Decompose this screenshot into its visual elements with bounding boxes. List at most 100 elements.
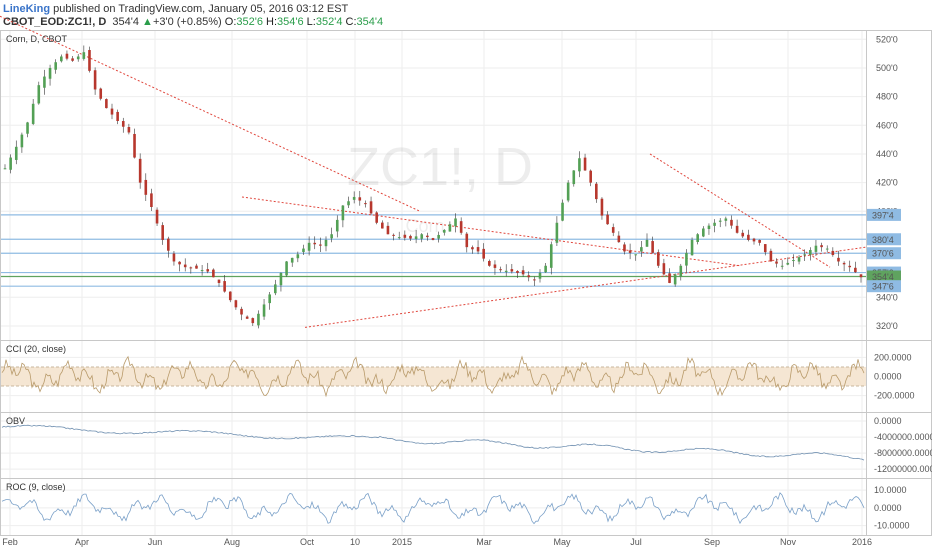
trend-line[interactable] [241, 196, 741, 267]
candle-body [437, 234, 440, 239]
candle-body [257, 313, 260, 326]
candle-body [741, 232, 745, 237]
candle-body [403, 234, 407, 238]
y-tick-label: 440'0 [876, 149, 898, 159]
candle-body [262, 304, 266, 317]
x-tick-label: May [553, 537, 571, 547]
candle-body [544, 265, 547, 273]
candle-body [352, 196, 356, 200]
level-price-label: 354'4 [872, 272, 894, 282]
candle-body [747, 234, 750, 240]
candle-body [307, 242, 311, 251]
candle-body [842, 262, 846, 265]
quote-line: CBOT_EOD:ZC1!, D 354'4 ▲+3'0 (+0.85%) O:… [3, 16, 383, 28]
candle-body [763, 244, 767, 253]
level-price-label: 380'4 [872, 235, 894, 245]
candle-body [499, 269, 502, 271]
candle-body [718, 220, 722, 222]
open-label: O: [224, 16, 237, 28]
publish-line: LineKing published on TradingView.com, J… [3, 3, 348, 15]
candle-body [31, 103, 35, 124]
candle-body [735, 225, 739, 233]
y-tick-label: -200.0000 [874, 391, 915, 401]
candle-body [673, 274, 677, 285]
candle-body [364, 203, 367, 205]
candle-body [555, 222, 559, 243]
candle-body [566, 182, 570, 201]
indicator-line [1, 424, 865, 461]
indicator-line [1, 492, 865, 525]
candle-body [848, 265, 852, 268]
candle-body [628, 250, 632, 253]
candle-body [459, 221, 463, 233]
candle-body [150, 193, 153, 207]
candle-body [561, 202, 564, 221]
candle-body [88, 49, 91, 71]
candle-body [769, 250, 773, 262]
candle-body [814, 245, 818, 252]
level-price-tag [867, 208, 901, 221]
x-tick-label: Oct [300, 537, 315, 547]
candle-body [679, 265, 683, 277]
close-value: 354'4 [356, 16, 384, 28]
indicator-title: ROC (9, close) [6, 482, 66, 492]
candle-body [758, 239, 761, 243]
candle-body [302, 248, 305, 252]
price-pane-title: Corn, D, CBOT [6, 34, 68, 44]
candle-body [99, 88, 103, 99]
indicator-title: CCI (20, close) [6, 344, 66, 354]
author-link[interactable]: LineKing [3, 3, 51, 15]
chart-header: LineKing published on TradingView.com, J… [0, 0, 932, 30]
candle-body [268, 294, 271, 304]
symbol-label: CBOT_EOD:ZC1!, D [3, 16, 107, 28]
candle-body [82, 52, 86, 59]
publish-info: published on TradingView.com, January 05… [50, 3, 349, 15]
candle-body [116, 111, 119, 121]
candle-body [656, 252, 660, 266]
candle-body [825, 248, 829, 250]
candle-body [228, 291, 232, 301]
trend-line[interactable] [649, 153, 831, 268]
candle-body [121, 121, 125, 127]
candle-body [290, 257, 294, 263]
y-tick-label: 500'0 [876, 63, 898, 73]
low-value: 352'4 [315, 16, 343, 28]
candle-body [533, 279, 536, 281]
candle-body [285, 261, 288, 276]
high-label: H: [266, 16, 278, 28]
candle-body [696, 234, 699, 243]
candle-body [71, 58, 74, 61]
trend-line[interactable] [304, 246, 867, 328]
x-tick-label: Feb [2, 537, 18, 547]
candle-body [217, 279, 221, 283]
candle-body [178, 261, 181, 265]
candle-body [645, 239, 649, 247]
candle-body [797, 257, 801, 262]
candle-body [375, 212, 378, 223]
candle-body [14, 146, 18, 160]
candle-body [65, 53, 69, 59]
y-tick-label: -4000000.0000 [874, 432, 932, 442]
candle-body [521, 270, 525, 275]
y-tick-label: 460'0 [876, 120, 898, 130]
candle-body [43, 76, 46, 88]
trend-line[interactable] [0, 0, 421, 212]
candle-body [651, 241, 654, 253]
candle-body [167, 238, 170, 251]
cci-band [1, 366, 866, 387]
level-price-tag [867, 233, 901, 246]
candle-body [431, 238, 435, 240]
level-price-label: 347'6 [872, 282, 894, 292]
x-tick-label: Nov [780, 537, 797, 547]
candle-body [752, 238, 756, 242]
candle-body [161, 225, 164, 240]
candle-body [3, 168, 7, 170]
candle-body [775, 261, 778, 264]
level-price-label: 370'6 [872, 249, 894, 259]
chart-border [0, 30, 932, 536]
candle-body [859, 274, 863, 278]
candle-body [9, 157, 12, 170]
candle-body [465, 233, 469, 248]
candle-body [640, 247, 643, 252]
